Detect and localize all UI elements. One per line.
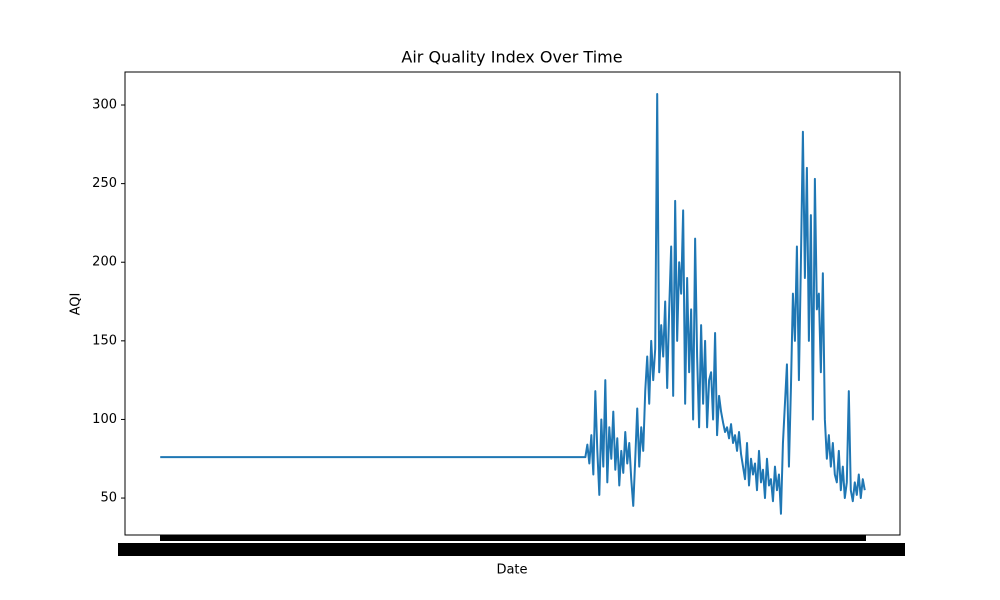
plot-frame [124,71,901,536]
y-axis-label: AQI [69,293,84,316]
y-tick-label: 150 [92,333,117,348]
y-tick-label: 100 [92,412,117,427]
y-tick-label: 50 [100,491,117,506]
x-axis-label: Date [496,563,527,578]
x-tick-labels-overlap [118,543,905,556]
y-tick-label: 300 [92,98,117,113]
y-tick-label: 250 [92,176,117,191]
data-line [160,93,866,515]
y-tick-label: 200 [92,255,117,270]
x-tick-marks [160,535,866,541]
chart-title: Air Quality Index Over Time [401,48,622,67]
